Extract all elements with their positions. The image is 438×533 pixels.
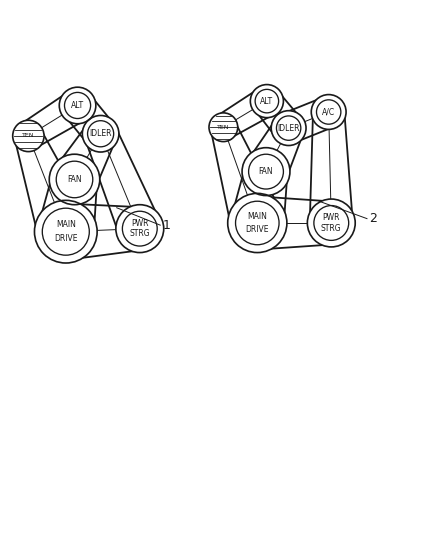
Text: PWR: PWR — [131, 219, 148, 228]
Text: IDLER: IDLER — [277, 124, 300, 133]
Text: FAN: FAN — [259, 167, 273, 176]
Circle shape — [116, 205, 164, 253]
Circle shape — [311, 94, 346, 130]
Text: 1: 1 — [162, 219, 170, 232]
Text: MAIN: MAIN — [247, 212, 267, 221]
Circle shape — [251, 85, 283, 118]
Text: TEN: TEN — [22, 133, 35, 139]
Circle shape — [59, 87, 96, 124]
Circle shape — [82, 116, 119, 152]
Circle shape — [209, 113, 238, 142]
Circle shape — [271, 111, 306, 146]
Text: ALT: ALT — [260, 96, 273, 106]
Text: IDLER: IDLER — [89, 130, 112, 138]
Text: 2: 2 — [369, 212, 377, 225]
Circle shape — [35, 200, 97, 263]
Circle shape — [228, 193, 287, 253]
Circle shape — [242, 148, 290, 196]
Text: PWR: PWR — [322, 213, 340, 222]
Circle shape — [49, 154, 100, 205]
Text: FAN: FAN — [67, 175, 82, 184]
Text: MAIN: MAIN — [56, 220, 76, 229]
Circle shape — [13, 120, 44, 151]
Text: TEN: TEN — [217, 125, 230, 130]
Text: STRG: STRG — [130, 229, 150, 238]
Text: DRIVE: DRIVE — [246, 225, 269, 234]
Text: A/C: A/C — [322, 108, 335, 117]
Text: ALT: ALT — [71, 101, 84, 110]
Text: STRG: STRG — [321, 224, 342, 233]
Circle shape — [307, 199, 355, 247]
Text: DRIVE: DRIVE — [54, 234, 78, 243]
